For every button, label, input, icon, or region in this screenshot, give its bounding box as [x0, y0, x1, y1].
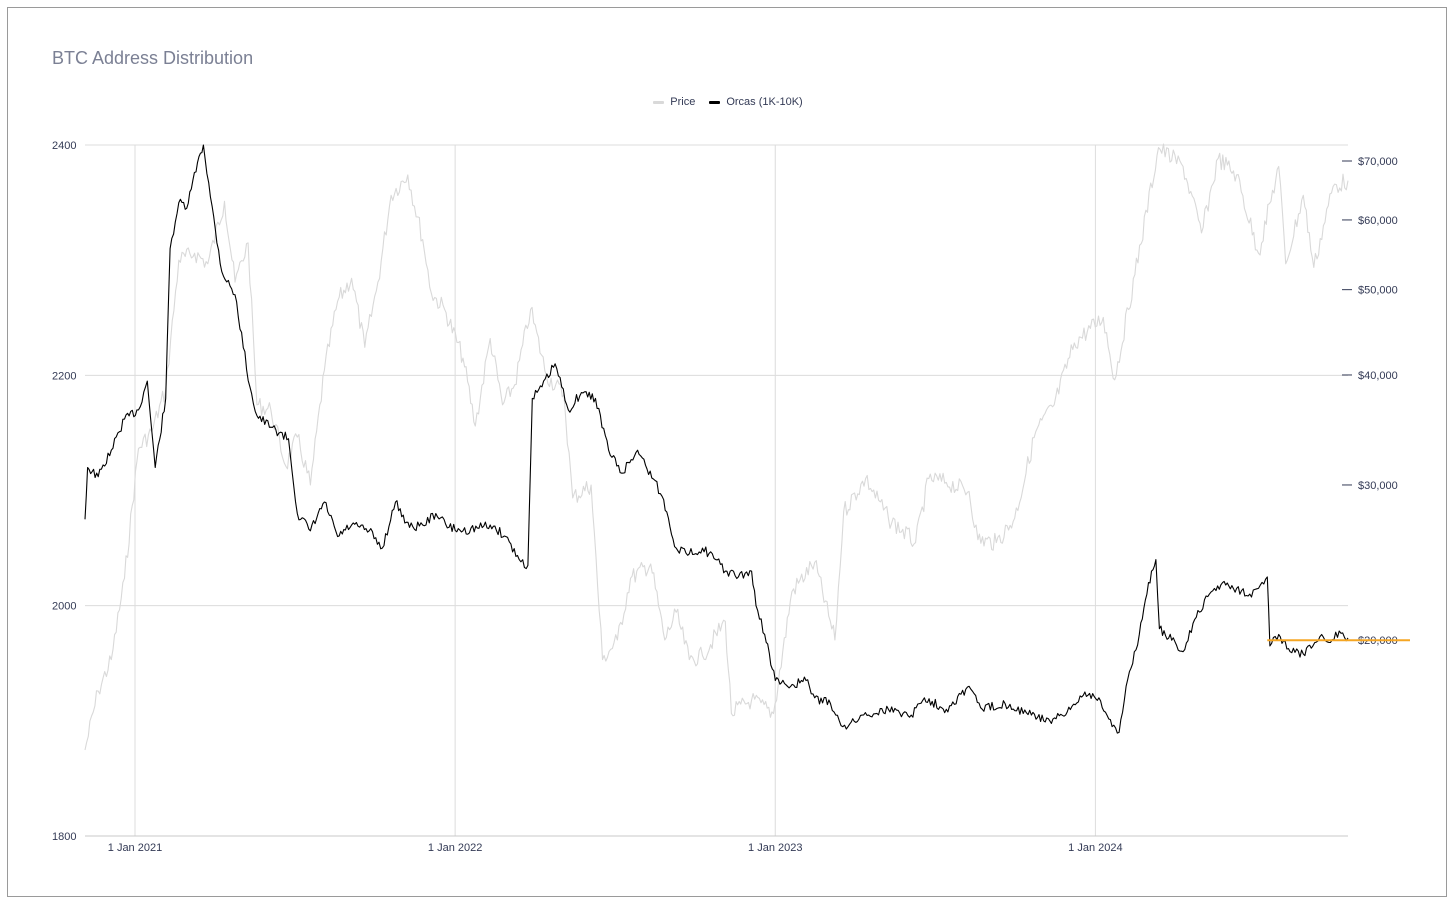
series-line-price — [84, 143, 1349, 751]
y-tick-label-1800: 1800 — [52, 831, 76, 843]
left-axis: 1800 2000 2200 2400 — [52, 140, 76, 843]
chart-frame — [7, 7, 1447, 897]
series-lines — [84, 143, 1410, 751]
legend-swatch-orcas — [709, 100, 721, 104]
chart-title: BTC Address Distribution — [52, 48, 254, 68]
series-line-orcas — [84, 144, 1349, 734]
legend-label-orcas: Orcas (1K-10K) — [726, 96, 803, 108]
grid-lines — [85, 144, 1348, 837]
y-tick-label-2200: 2200 — [52, 370, 76, 382]
legend: Price Orcas (1K-10K) — [0, 96, 1456, 108]
x-tick-label-2: 1 Jan 2023 — [748, 842, 802, 854]
right-axis: $20,000$30,000$40,000$50,000$60,000$70,0… — [1342, 156, 1398, 647]
right-tick-label-2: $40,000 — [1358, 370, 1398, 382]
x-tick-label-3: 1 Jan 2024 — [1068, 842, 1122, 854]
y-tick-label-2400: 2400 — [52, 140, 76, 152]
x-tick-label-0: 1 Jan 2021 — [108, 842, 162, 854]
right-tick-label-3: $50,000 — [1358, 285, 1398, 297]
legend-label-price: Price — [670, 96, 696, 108]
right-tick-label-1: $30,000 — [1358, 480, 1398, 492]
legend-item-orcas[interactable]: Orcas (1K-10K) — [709, 96, 803, 108]
legend-item-price[interactable]: Price — [653, 96, 695, 108]
right-tick-label-4: $60,000 — [1358, 215, 1398, 227]
x-tick-label-1: 1 Jan 2022 — [428, 842, 482, 854]
y-tick-label-2000: 2000 — [52, 601, 76, 613]
legend-swatch-price — [653, 100, 665, 104]
x-axis: 1 Jan 2021 1 Jan 2022 1 Jan 2023 1 Jan 2024 — [108, 842, 1123, 854]
right-tick-label-5: $70,000 — [1358, 156, 1398, 168]
